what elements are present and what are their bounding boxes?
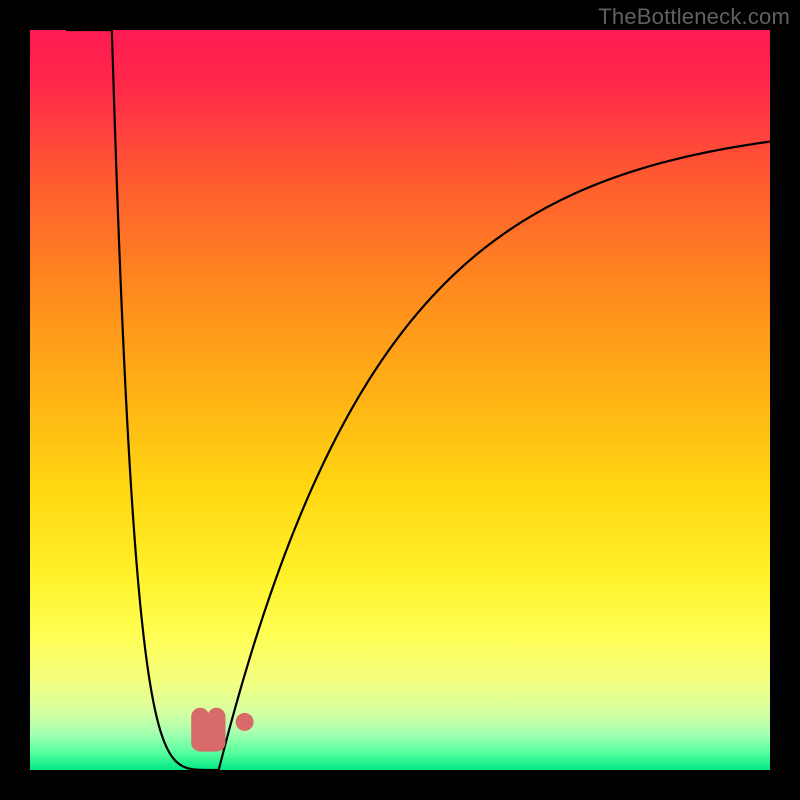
watermark-text: TheBottleneck.com — [598, 4, 790, 30]
curve-layer — [0, 0, 800, 800]
marker-u-icon — [200, 717, 216, 743]
right-curve — [219, 142, 770, 770]
marker-dot-icon — [236, 713, 254, 731]
chart-root: TheBottleneck.com — [0, 0, 800, 800]
left-curve — [67, 30, 219, 770]
